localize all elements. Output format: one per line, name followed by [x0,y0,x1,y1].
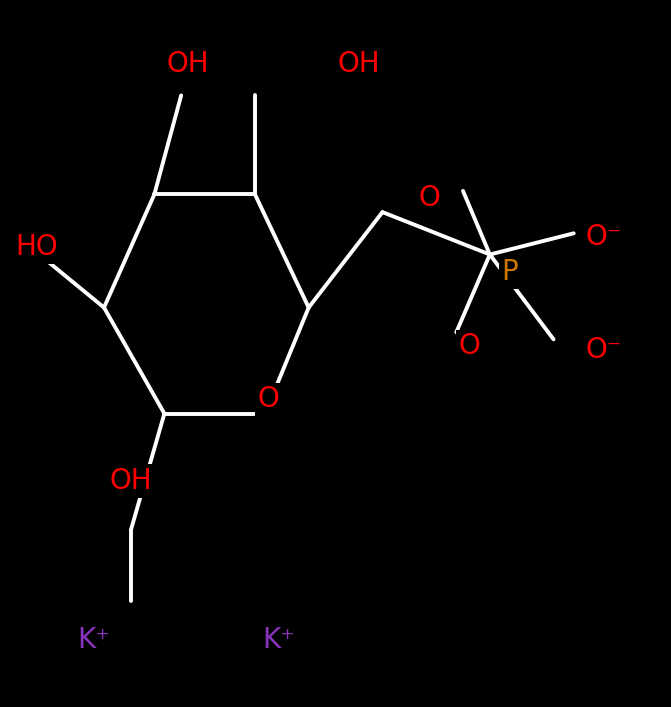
Text: P: P [502,258,518,286]
Text: O⁻: O⁻ [586,336,622,364]
Text: OH: OH [109,467,152,495]
Text: K⁺: K⁺ [262,626,295,654]
Text: O: O [419,184,440,212]
Text: O: O [258,385,279,414]
Text: OH: OH [166,49,209,78]
Text: O: O [459,332,480,361]
Text: O⁻: O⁻ [586,223,622,251]
Text: K⁺: K⁺ [78,626,110,654]
Text: OH: OH [338,49,380,78]
Text: HO: HO [15,233,58,262]
